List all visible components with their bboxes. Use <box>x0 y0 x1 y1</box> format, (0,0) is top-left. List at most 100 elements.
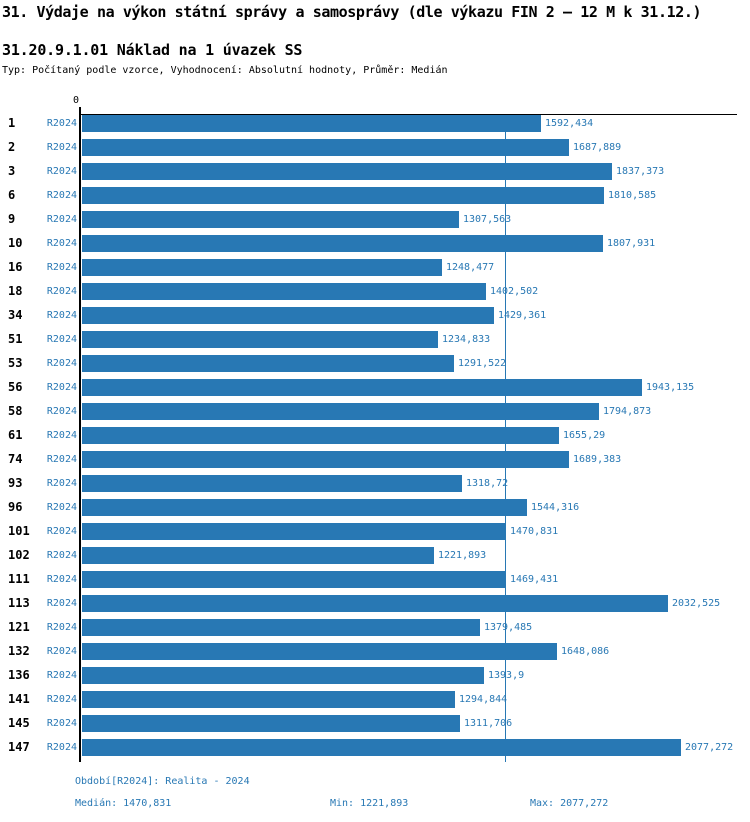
bar-value-label: 1234,833 <box>442 334 491 345</box>
bar <box>82 235 603 252</box>
row-period-label: R2024 <box>46 598 77 609</box>
bar-value-label: 1592,434 <box>545 118 594 129</box>
x-axis-zero-label: 0 <box>73 95 80 106</box>
row-category-label: 145 <box>8 716 30 730</box>
bar-value-label: 1810,585 <box>608 190 657 201</box>
row-period-label: R2024 <box>46 166 77 177</box>
x-axis-line <box>79 114 737 115</box>
row-category-label: 10 <box>8 236 23 250</box>
row-period-label: R2024 <box>46 718 77 729</box>
row-category-label: 2 <box>8 140 16 154</box>
bar <box>82 595 668 612</box>
row-period-label: R2024 <box>46 310 77 321</box>
footer-max: Max: 2077,272 <box>530 798 609 809</box>
row-category-label: 34 <box>8 308 23 322</box>
row-period-label: R2024 <box>46 478 77 489</box>
bar-value-label: 1794,873 <box>603 406 652 417</box>
bar <box>82 499 527 516</box>
bar-value-label: 1294,844 <box>459 694 508 705</box>
row-category-label: 6 <box>8 188 16 202</box>
row-category-label: 93 <box>8 476 23 490</box>
page-title: 31. Výdaje na výkon státní správy a samo… <box>2 3 702 21</box>
row-category-label: 61 <box>8 428 23 442</box>
bar <box>82 187 604 204</box>
bar-value-label: 2077,272 <box>685 742 734 753</box>
footer-period: Období[R2024]: Realita - 2024 <box>75 776 250 787</box>
bar <box>82 115 541 132</box>
row-category-label: 53 <box>8 356 23 370</box>
row-category-label: 1 <box>8 116 16 130</box>
row-period-label: R2024 <box>46 742 77 753</box>
bar <box>82 523 506 540</box>
bar <box>82 571 506 588</box>
row-period-label: R2024 <box>46 454 77 465</box>
bar-value-label: 1221,893 <box>438 550 487 561</box>
row-category-label: 111 <box>8 572 30 586</box>
bar-value-label: 1469,431 <box>510 574 559 585</box>
bar <box>82 427 559 444</box>
bar <box>82 163 612 180</box>
row-period-label: R2024 <box>46 214 77 225</box>
bar <box>82 139 569 156</box>
row-period-label: R2024 <box>46 406 77 417</box>
row-category-label: 121 <box>8 620 30 634</box>
indicator-meta: Typ: Počítaný podle vzorce, Vyhodnocení:… <box>2 65 448 76</box>
row-period-label: R2024 <box>46 286 77 297</box>
bar <box>82 547 434 564</box>
bar-value-label: 1689,383 <box>573 454 622 465</box>
row-category-label: 58 <box>8 404 23 418</box>
bar-value-label: 1307,563 <box>463 214 512 225</box>
row-category-label: 56 <box>8 380 23 394</box>
bar <box>82 739 681 756</box>
row-period-label: R2024 <box>46 430 77 441</box>
row-period-label: R2024 <box>46 190 77 201</box>
bar <box>82 619 480 636</box>
row-period-label: R2024 <box>46 574 77 585</box>
bar <box>82 355 454 372</box>
row-category-label: 101 <box>8 524 30 538</box>
bar-value-label: 1248,477 <box>446 262 495 273</box>
bar-value-label: 1943,135 <box>646 382 695 393</box>
row-category-label: 3 <box>8 164 16 178</box>
row-period-label: R2024 <box>46 118 77 129</box>
bar <box>82 379 642 396</box>
footer-min: Min: 1221,893 <box>330 798 409 809</box>
row-category-label: 113 <box>8 596 30 610</box>
bar-value-label: 1544,316 <box>531 502 580 513</box>
bar <box>82 715 460 732</box>
bar <box>82 451 569 468</box>
bar-value-label: 1648,086 <box>561 646 610 657</box>
row-period-label: R2024 <box>46 622 77 633</box>
bar-value-label: 1379,485 <box>484 622 533 633</box>
row-category-label: 136 <box>8 668 30 682</box>
row-category-label: 9 <box>8 212 16 226</box>
bar <box>82 667 484 684</box>
row-category-label: 147 <box>8 740 30 754</box>
row-period-label: R2024 <box>46 502 77 513</box>
row-category-label: 74 <box>8 452 23 466</box>
bar-value-label: 1318,72 <box>466 478 509 489</box>
bar <box>82 211 459 228</box>
row-period-label: R2024 <box>46 550 77 561</box>
bar-value-label: 1655,29 <box>563 430 606 441</box>
row-category-label: 96 <box>8 500 23 514</box>
row-period-label: R2024 <box>46 646 77 657</box>
row-period-label: R2024 <box>46 262 77 273</box>
row-period-label: R2024 <box>46 694 77 705</box>
row-category-label: 51 <box>8 332 23 346</box>
row-category-label: 132 <box>8 644 30 658</box>
bar <box>82 307 494 324</box>
row-period-label: R2024 <box>46 334 77 345</box>
bar-value-label: 1687,889 <box>573 142 622 153</box>
bar-value-label: 2032,525 <box>672 598 721 609</box>
y-axis-line <box>79 107 81 762</box>
bar <box>82 475 462 492</box>
bar-value-label: 1291,522 <box>458 358 507 369</box>
bar <box>82 331 438 348</box>
row-period-label: R2024 <box>46 358 77 369</box>
row-period-label: R2024 <box>46 142 77 153</box>
bar-value-label: 1837,373 <box>616 166 665 177</box>
bar-value-label: 1311,706 <box>464 718 513 729</box>
row-period-label: R2024 <box>46 238 77 249</box>
